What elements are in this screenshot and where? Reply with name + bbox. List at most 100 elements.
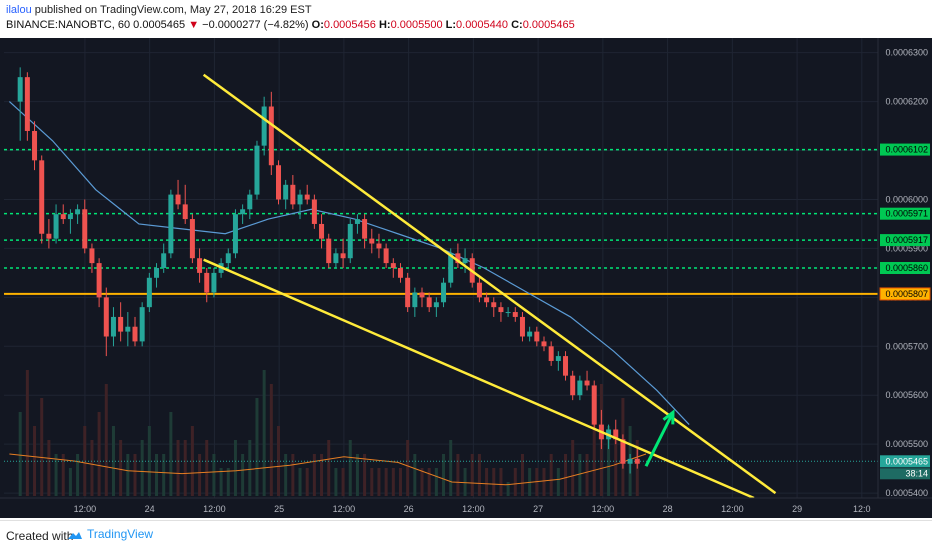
trendline xyxy=(203,258,755,500)
volume-bar xyxy=(348,440,352,496)
volume-bar xyxy=(291,454,295,496)
candle-body xyxy=(89,248,95,264)
candle-body xyxy=(448,253,454,283)
created-with-text: Created with xyxy=(6,529,74,543)
author-link[interactable]: ilalou xyxy=(6,4,32,16)
y-tick-label: 0.0005400 xyxy=(885,488,928,498)
volume-bar xyxy=(40,398,44,496)
y-tick-label: 0.0006300 xyxy=(885,48,928,58)
candle-body xyxy=(491,302,497,308)
level-price-label: 0.0005860 xyxy=(885,263,928,273)
candle-body xyxy=(627,458,633,464)
volume-bar xyxy=(420,468,424,496)
volume-bar xyxy=(183,440,187,496)
volume-bar xyxy=(312,454,316,496)
candle-body xyxy=(613,429,619,440)
candle-body xyxy=(283,184,289,200)
candle-body xyxy=(139,307,145,342)
volume-bar xyxy=(341,468,345,496)
candle-body xyxy=(620,439,626,464)
candle-body xyxy=(46,233,52,239)
candle-body xyxy=(197,258,203,273)
candle-body xyxy=(319,223,325,239)
candle-body xyxy=(67,214,73,220)
volume-bar xyxy=(18,412,22,496)
volume-bar xyxy=(54,454,58,496)
volume-bar xyxy=(255,398,259,496)
volume-bar xyxy=(277,426,281,496)
x-tick-label: 12:00 xyxy=(203,504,226,514)
volume-bar xyxy=(119,440,123,496)
tradingview-link[interactable]: TradingView xyxy=(67,527,153,541)
candle-body xyxy=(426,297,432,308)
candle-body xyxy=(455,253,461,264)
candle-body xyxy=(555,356,561,361)
volume-bar xyxy=(384,468,388,496)
volume-bar xyxy=(406,440,410,496)
volume-bar xyxy=(327,440,331,496)
candle-body xyxy=(290,184,296,205)
volume-bar xyxy=(284,454,288,496)
level-price-tag xyxy=(880,207,930,220)
x-tick-label: 12:00 xyxy=(333,504,356,514)
volume-bar xyxy=(355,454,359,496)
countdown-label: 38:14 xyxy=(905,468,928,478)
volume-bar xyxy=(520,454,524,496)
volume-bar xyxy=(140,440,144,496)
candle-body xyxy=(390,263,396,268)
x-tick-label: 27 xyxy=(533,504,543,514)
volume-bar xyxy=(485,468,489,496)
candle-body xyxy=(498,307,504,313)
x-tick-label: 12:00 xyxy=(74,504,97,514)
y-tick-label: 0.0006200 xyxy=(885,97,928,107)
y-tick-label: 0.0005600 xyxy=(885,390,928,400)
volume-bar xyxy=(477,454,481,496)
y-tick-label: 0.0006000 xyxy=(885,194,928,204)
volume-bar xyxy=(449,440,453,496)
candle-body xyxy=(125,326,131,332)
candle-body xyxy=(570,375,576,396)
volume-bar xyxy=(334,468,338,496)
candle-body xyxy=(161,253,167,268)
candle-body xyxy=(419,292,425,298)
x-tick-label: 25 xyxy=(274,504,284,514)
moving-average-line xyxy=(8,101,690,426)
volume-bar xyxy=(25,370,29,496)
low-label: L: xyxy=(445,19,457,31)
chart-background xyxy=(0,38,932,518)
symbol-label[interactable]: BINANCE:NANOBTC, 60 xyxy=(6,19,131,31)
volume-bar xyxy=(219,468,223,496)
candle-body xyxy=(182,204,188,220)
volume-bar xyxy=(262,370,266,496)
candle-body xyxy=(548,346,554,361)
volume-bar xyxy=(155,454,159,496)
x-tick-label: 24 xyxy=(145,504,155,514)
price-chart[interactable]: 0.00063000.00062000.00061000.00060000.00… xyxy=(0,38,932,518)
candle-body xyxy=(254,145,260,195)
volume-ma-line xyxy=(9,453,647,486)
candle-body xyxy=(82,209,88,249)
open-value: 0.0005456 xyxy=(323,19,376,31)
volume-bar xyxy=(363,454,367,496)
candle-body xyxy=(24,77,30,131)
volume-bar xyxy=(542,468,546,496)
target-arrow-head-icon xyxy=(662,409,675,425)
volume-bar xyxy=(549,454,553,496)
publish-text: published on TradingView.com, May 27, 20… xyxy=(31,4,312,16)
last-price-value: 0.0005465 xyxy=(133,19,186,31)
candle-body xyxy=(32,130,38,161)
close-label: C: xyxy=(511,19,523,31)
x-tick-label: 26 xyxy=(404,504,414,514)
volume-bar xyxy=(248,440,252,496)
candle-body xyxy=(397,268,403,278)
volume-bar xyxy=(398,468,402,496)
chart-header: ilalou published on TradingView.com, May… xyxy=(0,0,932,38)
volume-bar xyxy=(97,412,101,496)
candle-body xyxy=(39,160,45,234)
candle-body xyxy=(376,243,382,249)
candle-body xyxy=(369,238,375,244)
volume-bar xyxy=(269,384,273,496)
candle-body xyxy=(519,316,525,337)
volume-bar xyxy=(585,454,589,496)
chart-area[interactable]: 0.00063000.00062000.00061000.00060000.00… xyxy=(0,38,932,518)
